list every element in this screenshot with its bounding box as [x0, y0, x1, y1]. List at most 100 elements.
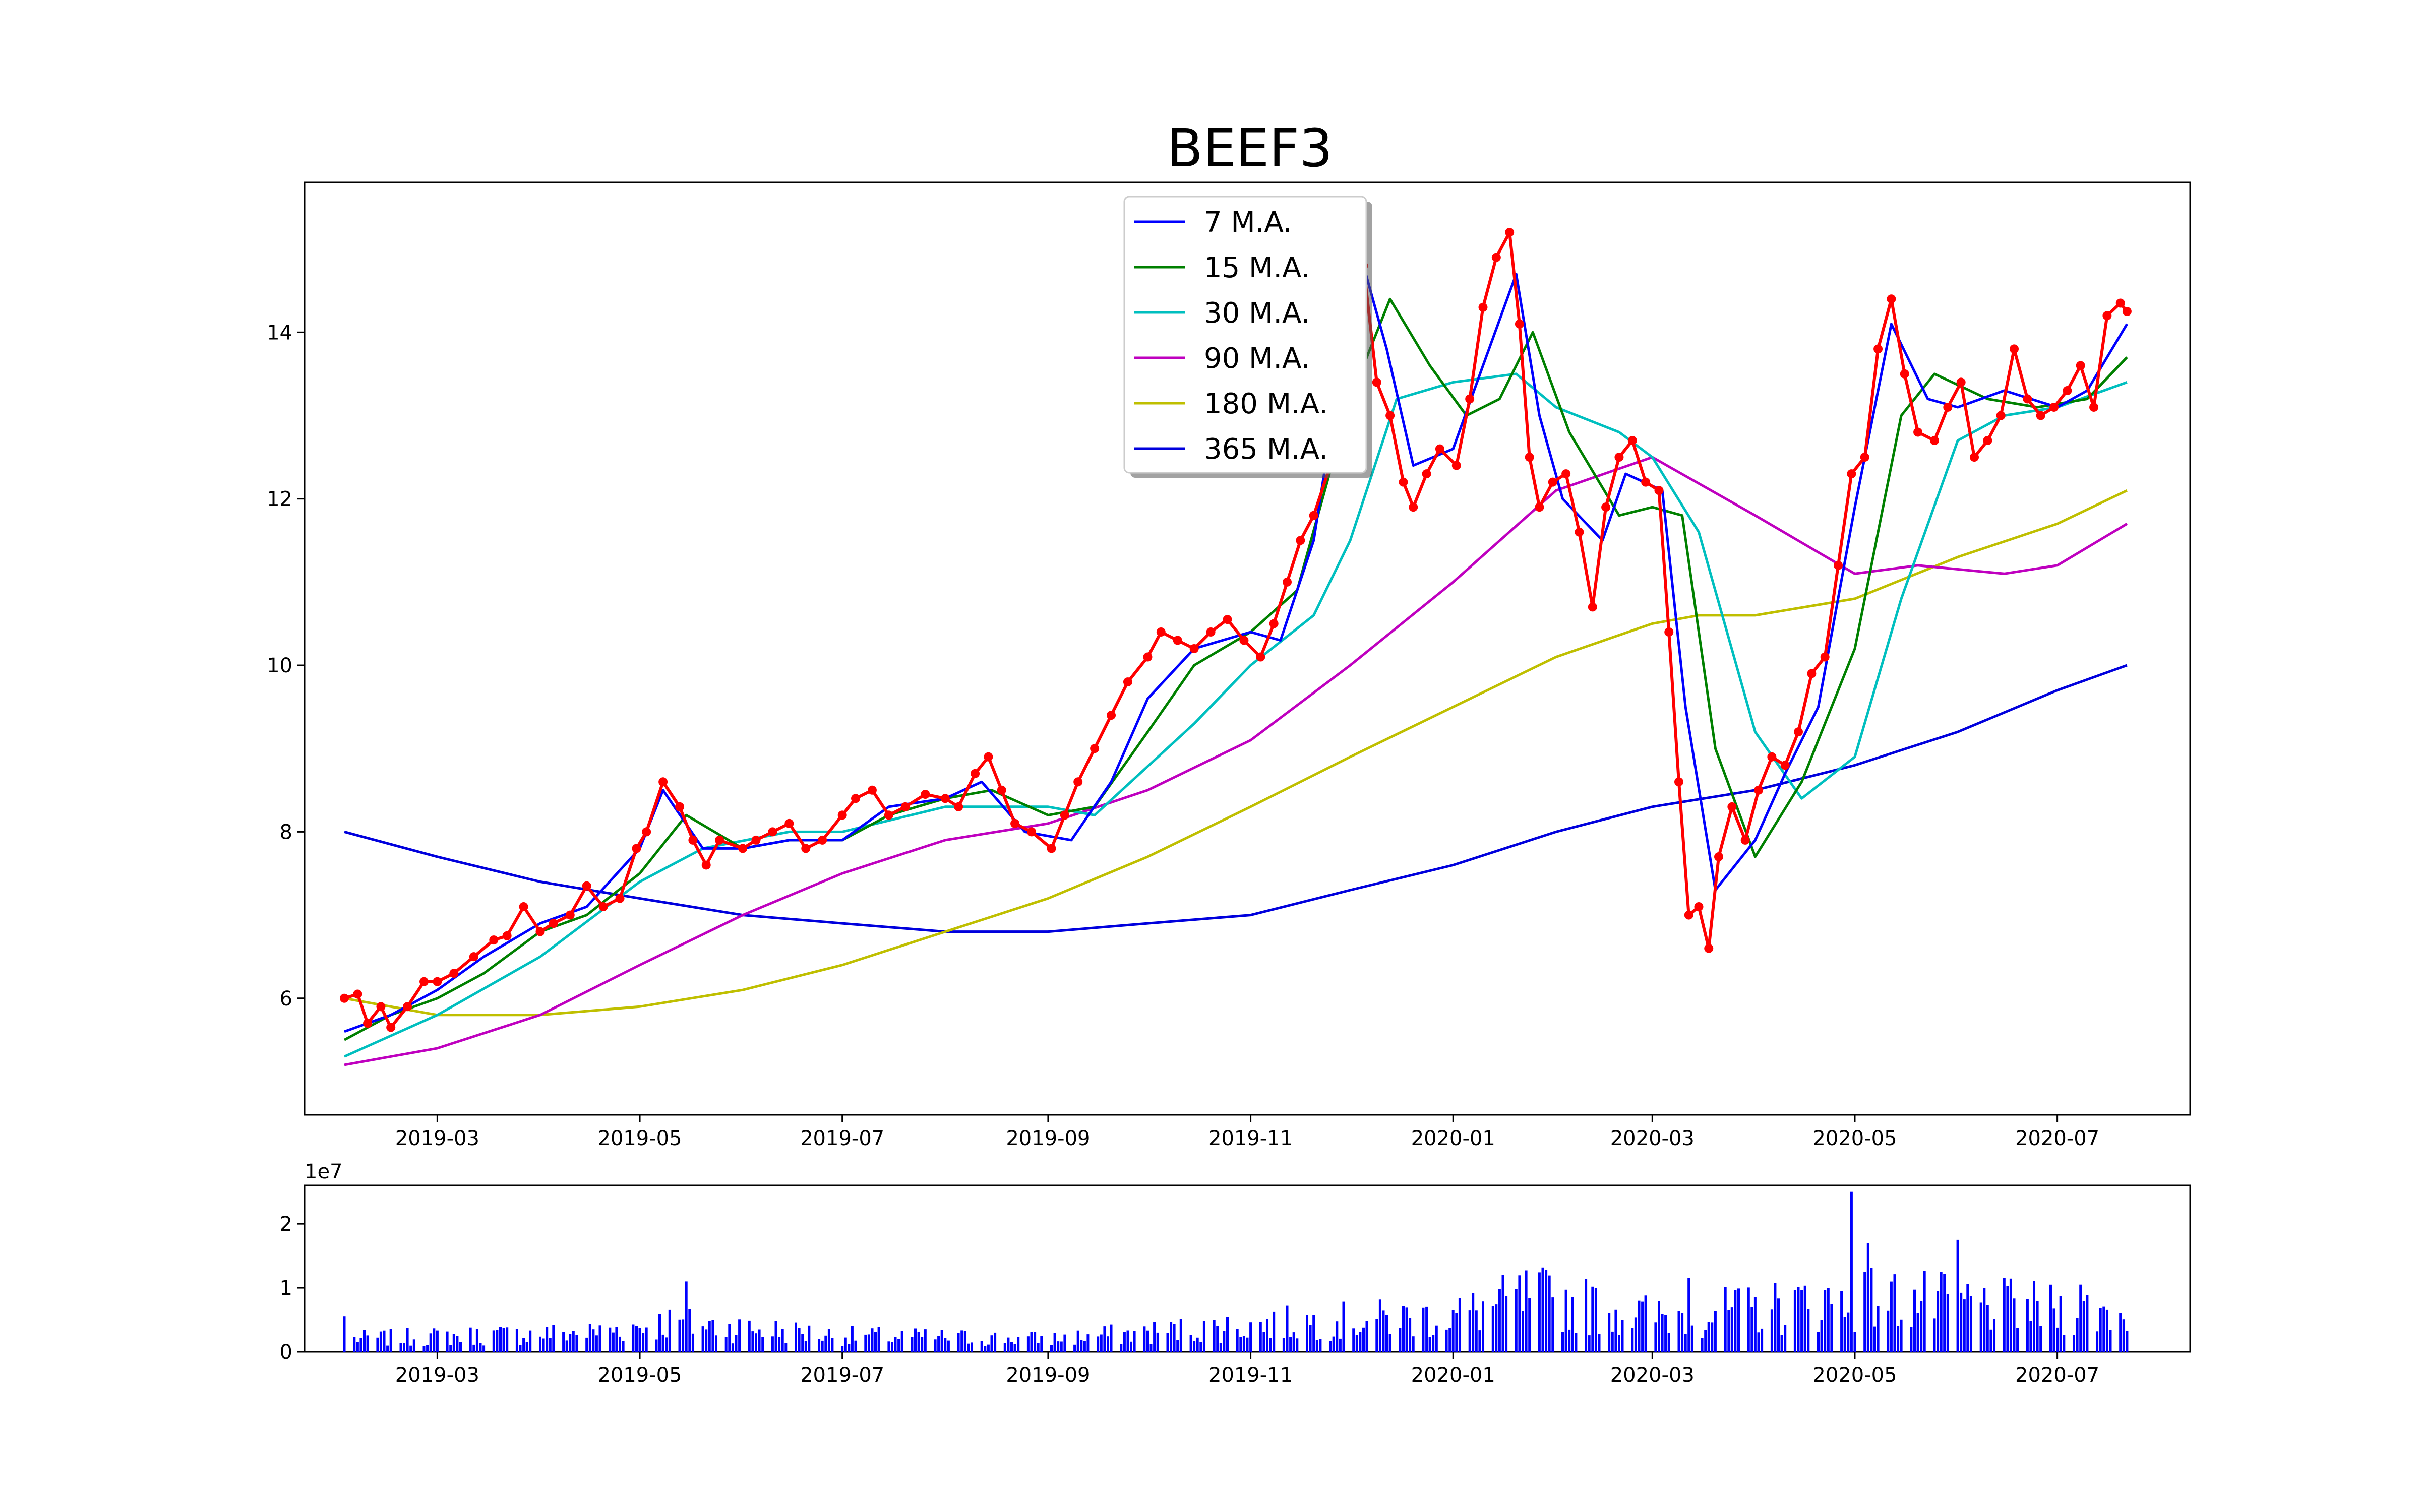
volume-bar	[971, 1342, 973, 1352]
price-point	[1674, 777, 1683, 787]
volume-bar	[1445, 1329, 1448, 1352]
price-point	[1269, 619, 1279, 628]
volume-bar	[592, 1329, 595, 1352]
volume-bar	[572, 1331, 575, 1352]
volume-bar	[1451, 1310, 1455, 1352]
price-point	[386, 1023, 396, 1032]
volume-bar	[1724, 1287, 1727, 1352]
volume-bar	[715, 1335, 717, 1352]
volume-bar	[1800, 1290, 1803, 1352]
volume-bar	[1734, 1290, 1737, 1352]
price-point	[1996, 411, 2006, 420]
volume-bar	[771, 1336, 774, 1352]
volume-bar	[356, 1342, 359, 1352]
volume-bar	[921, 1337, 924, 1352]
volume-bar	[522, 1338, 525, 1352]
volume-bar	[1242, 1336, 1245, 1352]
volume-bar	[359, 1338, 362, 1352]
price-point	[2089, 402, 2099, 412]
volume-bar	[1873, 1326, 1876, 1352]
legend: 7 M.A. 15 M.A. 30 M.A. 90 M.A. 180 M.A. 365 M…	[1123, 196, 1372, 478]
volume-bar	[1189, 1335, 1192, 1352]
price-point	[1627, 436, 1637, 446]
price-point	[1834, 560, 1843, 570]
x-tick-label: 2019-07	[800, 1127, 884, 1150]
volume-bar	[1568, 1329, 1571, 1352]
volume-bar	[363, 1330, 366, 1352]
price-point	[715, 835, 724, 845]
volume-bar	[831, 1338, 834, 1352]
volume-bar	[1491, 1306, 1494, 1352]
price-point	[1189, 644, 1199, 653]
legend-label-90-m-a: 90 M.A.	[1204, 342, 1310, 375]
volume-bar	[1701, 1338, 1704, 1352]
volume-bar	[1548, 1275, 1551, 1352]
volume-bar	[1339, 1338, 1342, 1352]
volume-bar	[1594, 1288, 1597, 1352]
volume-bar	[1598, 1334, 1601, 1352]
volume-bar	[1319, 1339, 1322, 1352]
volume-bar	[376, 1337, 379, 1352]
price-point	[1465, 394, 1475, 404]
volume-bar	[2105, 1309, 2108, 1352]
price-point	[1820, 652, 1830, 662]
price-point	[1780, 761, 1790, 770]
volume-bar	[1262, 1332, 1265, 1352]
volume-bar	[1239, 1337, 1242, 1352]
volume-bar	[539, 1336, 541, 1352]
volume-bar	[761, 1337, 764, 1352]
volume-bar	[1315, 1340, 1318, 1352]
volume-bar	[824, 1335, 827, 1352]
volume-bar	[1618, 1335, 1620, 1352]
volume-bar	[1727, 1310, 1730, 1352]
volume-bar	[1385, 1315, 1388, 1352]
volume-bar	[2039, 1326, 2042, 1352]
volume-bar	[479, 1343, 482, 1352]
volume-bar	[1993, 1319, 1995, 1352]
price-point	[1283, 577, 1292, 587]
volume-bar	[1631, 1328, 1634, 1352]
volume-bar	[1312, 1315, 1315, 1352]
volume-bar	[1505, 1296, 1508, 1352]
volume-bar	[934, 1339, 937, 1352]
x-tick-label: 2019-07	[800, 1364, 884, 1387]
volume-bar	[1820, 1320, 1823, 1352]
volume-bar	[642, 1333, 645, 1352]
volume-bar	[960, 1330, 963, 1352]
volume-bar	[1897, 1326, 1900, 1352]
volume-bar	[1362, 1327, 1365, 1352]
volume-bar	[1030, 1332, 1033, 1352]
volume-bar	[1561, 1332, 1564, 1352]
price-point	[1767, 752, 1777, 762]
price-point	[1435, 444, 1444, 454]
volume-bar	[529, 1330, 532, 1352]
volume-bar	[502, 1328, 505, 1352]
volume-bar	[1286, 1305, 1289, 1352]
volume-bar	[808, 1325, 811, 1352]
x-tick-label: 2020-05	[1812, 1364, 1897, 1387]
volume-bar	[429, 1333, 432, 1352]
volume-bar	[403, 1343, 405, 1352]
price-point	[954, 802, 963, 811]
volume-bar	[2009, 1278, 2012, 1352]
volume-bar	[1375, 1319, 1378, 1352]
volume-bar	[795, 1322, 797, 1352]
price-point	[1847, 469, 1856, 479]
volume-bar	[1156, 1332, 1159, 1352]
volume-bar	[1963, 1299, 1966, 1352]
series-line-365-m-a	[344, 664, 2128, 933]
legend-label-365-m-a: 365 M.A.	[1204, 433, 1328, 466]
volume-bar	[994, 1332, 997, 1352]
legend-items: 7 M.A. 15 M.A. 30 M.A. 90 M.A. 180 M.A. 365 M…	[1134, 206, 1328, 466]
volume-bar	[1332, 1336, 1335, 1352]
volume-bar	[1966, 1284, 1969, 1352]
volume-bar	[2063, 1335, 2066, 1352]
price-point	[582, 881, 591, 891]
volume-bar	[724, 1337, 728, 1352]
volume-bar	[645, 1327, 648, 1352]
volume-bar	[1541, 1267, 1544, 1352]
volume-bar	[1890, 1281, 1893, 1352]
x-tick-label: 2019-11	[1208, 1364, 1293, 1387]
volume-bar	[1223, 1331, 1226, 1352]
